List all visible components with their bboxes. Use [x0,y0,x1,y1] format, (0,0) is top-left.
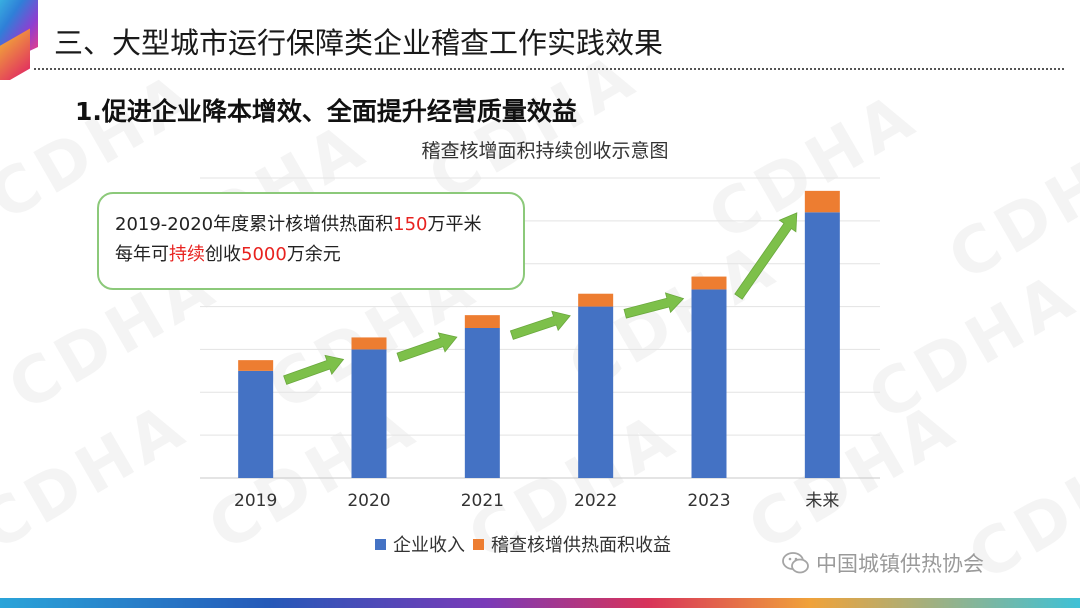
callout-text: 每年可 [115,244,169,265]
x-tick-label: 未来 [805,491,839,511]
growth-arrow [396,332,458,363]
growth-arrow [623,292,685,319]
callout-text: 2019-2020年度累计核增供热面积 [115,214,394,235]
bar-revenue-2023 [691,289,727,478]
legend-item-revenue: 企业收入 [375,531,465,557]
bar-audit-gain-2021 [464,315,500,328]
brand-name: 中国城镇供热协会 [816,552,984,576]
callout-line-2: 每年可持续创收5000万余元 [115,240,523,270]
bar-revenue-2021 [464,328,500,478]
chart-legend: 企业收入 稽查核增供热面积收益 [375,531,679,557]
wechat-icon [782,552,809,574]
x-tick-label: 2022 [574,491,617,511]
chart-title: 稽查核增面积持续创收示意图 [0,136,1080,163]
x-tick-label: 2021 [461,491,504,511]
legend-label: 企业收入 [393,535,465,556]
growth-arrow [283,354,345,385]
slide-title: 三、大型城市运行保障类企业稽查工作实践效果 [54,26,664,60]
bar-revenue-2022 [578,306,614,478]
bar-revenue-2019 [238,370,274,478]
callout-line-1: 2019-2020年度累计核增供热面积150万平米 [115,210,523,240]
x-tick-label: 2023 [687,491,730,511]
bar-audit-gain-未来 [804,190,840,213]
callout-highlight-sustained: 持续 [169,244,205,265]
bar-revenue-未来 [804,212,840,479]
legend-swatch-orange [473,538,484,550]
callout-highlight-area: 150 [393,214,428,235]
section-heading: 1.促进企业降本增效、全面提升经营质量效益 [75,97,577,126]
x-tick-label: 2019 [234,491,277,511]
bar-audit-gain-2020 [351,337,387,350]
bar-audit-gain-2022 [578,293,614,307]
callout-highlight-revenue: 5000 [241,244,287,265]
legend-item-audit-gain: 稽查核增供热面积收益 [473,531,671,557]
title-divider [34,68,1064,70]
legend-label: 稽查核增供热面积收益 [491,535,671,556]
growth-arrow [734,212,798,300]
chart-title-text: 稽查核增面积持续创收示意图 [421,140,669,162]
bar-revenue-2020 [351,349,387,478]
callout-text: 创收 [205,244,241,265]
bar-audit-gain-2023 [691,276,727,290]
callout-text: 万平米 [427,214,482,235]
callout-box: 2019-2020年度累计核增供热面积150万平米 每年可持续创收5000万余元 [97,192,525,290]
bar-audit-gain-2019 [238,360,274,371]
x-tick-label: 2020 [347,491,390,511]
legend-swatch-blue [375,538,386,550]
brand-signature: 中国城镇供热协会 [782,548,984,578]
callout-text: 万余元 [286,244,341,265]
growth-arrow [509,310,571,340]
bottom-decoration-bar [0,598,1080,608]
